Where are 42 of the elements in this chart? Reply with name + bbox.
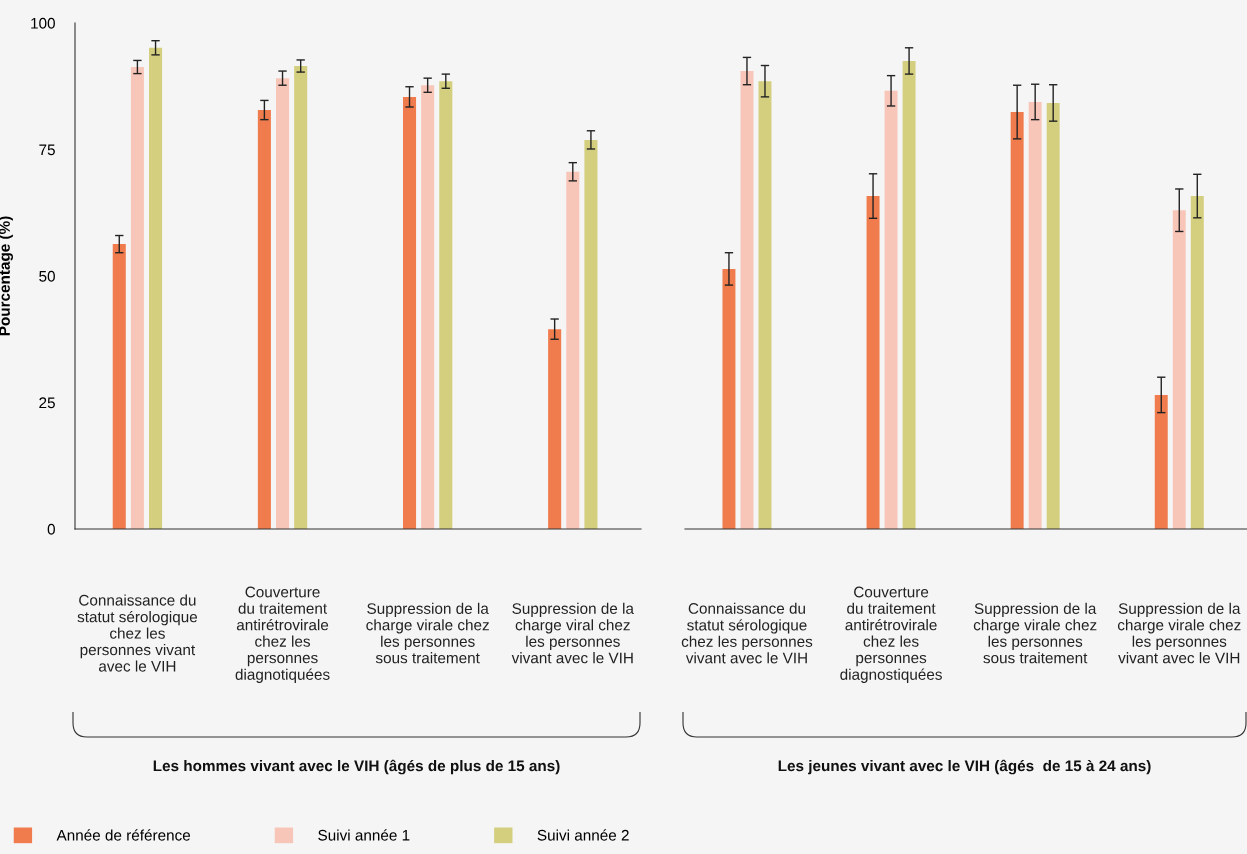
y-tick-label: 0	[47, 523, 55, 535]
bar	[866, 196, 880, 529]
bar	[112, 244, 126, 529]
bar	[1010, 112, 1024, 529]
bar	[584, 139, 598, 529]
x-tick-label: Suppression de la charge virale chez les personnes vivant avec le VIH	[1117, 602, 1241, 664]
bar	[1172, 210, 1186, 529]
bar	[740, 71, 754, 529]
bar	[257, 110, 271, 529]
bar	[1154, 394, 1168, 529]
bar	[421, 85, 435, 529]
bar	[1190, 196, 1204, 529]
x-tick-label: Connaissance du statut sérologique chez les personnes vivant avec le VIH	[681, 602, 813, 664]
bar	[1028, 101, 1042, 529]
bar	[439, 81, 453, 529]
y-tick-label: 100	[31, 17, 55, 29]
x-tick-label: Couverture du traitement antirétrovirale chez les personnes diagnotiquées	[235, 586, 330, 683]
bar	[722, 268, 736, 529]
y-tick-label: 25	[39, 397, 55, 409]
bar	[758, 81, 772, 529]
bar	[1046, 102, 1060, 529]
text: Les hommes vivant avec le VIH (âgés de plus de 15 ans)	[153, 759, 560, 775]
legend-label: Suivi année 2	[537, 829, 629, 841]
bar	[149, 47, 163, 529]
legend-label: Année de référence	[56, 829, 191, 841]
y-tick-label: 75	[39, 144, 55, 156]
legend-label: Suivi année 1	[318, 829, 410, 841]
x-tick-label: Suppression de la charge viral chez les personnes vivant avec le VIH	[511, 602, 634, 664]
bar	[294, 66, 308, 529]
x-tick-label: Suppression de la charge virale chez les personnes sous traitement	[366, 602, 489, 664]
x-tick-label: Suppression de la charge virale chez les personnes sous traitement	[973, 602, 1097, 664]
bar	[276, 78, 290, 529]
bar	[130, 67, 144, 529]
text: Les jeunes vivant avec le VIH (âgés de 15 à 24 ans)	[778, 759, 1151, 775]
bar	[402, 96, 417, 529]
x-tick-label: Couverture du traitement antirétrovirale chez les personnes diagnostiquées	[840, 586, 942, 683]
y-tick-label: 50	[39, 270, 55, 282]
bar	[566, 171, 580, 529]
bar	[548, 329, 562, 529]
bar	[884, 90, 898, 529]
bar	[902, 60, 916, 529]
x-tick-label: Connaissance du statut sérologique chez les personnes vivant avec le VIH	[77, 594, 198, 672]
